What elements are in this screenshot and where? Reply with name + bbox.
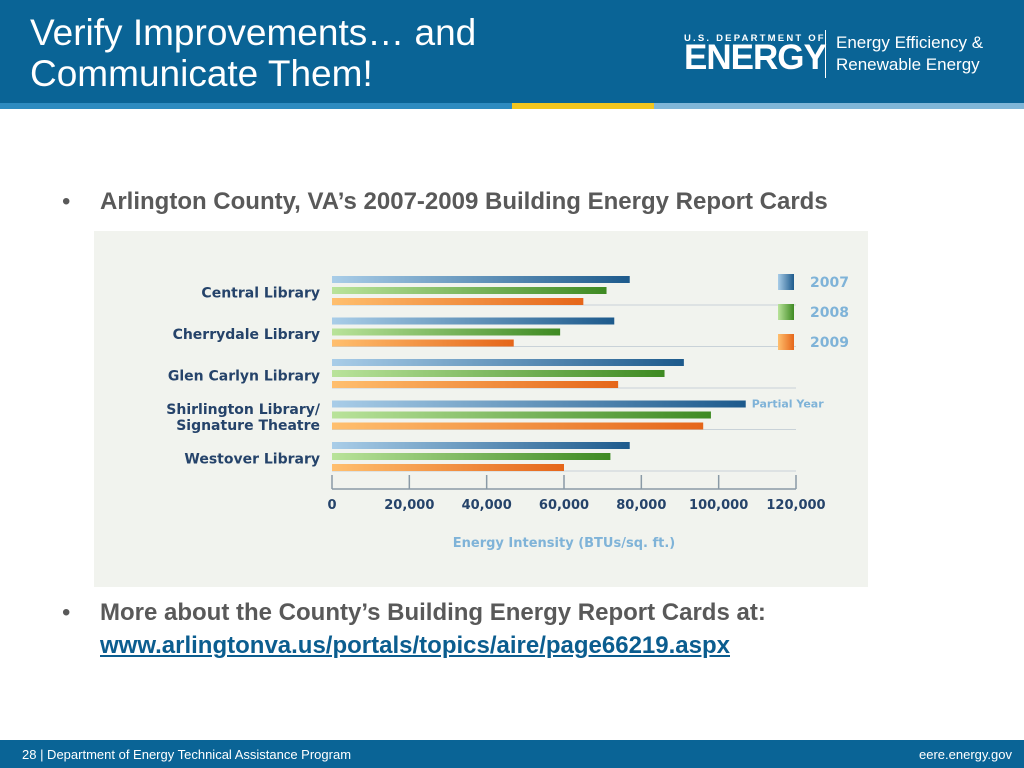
- bar-2007: [332, 442, 630, 449]
- bar-2009: [332, 422, 704, 430]
- x-tick-label: 20,000: [384, 498, 434, 513]
- bullet-report-cards: • Arlington County, VA’s 2007-2009 Build…: [62, 185, 982, 219]
- category-label: Westover Library: [184, 452, 320, 468]
- bar-2007: [332, 276, 630, 283]
- doe-logo-wordmark: ENERGY: [684, 38, 827, 77]
- bar-2009: [332, 298, 584, 305]
- bullet-more-info: • More about the County’s Building Energ…: [62, 596, 982, 666]
- footer-page-info: 28 | Department of Energy Technical Assi…: [22, 747, 352, 762]
- legend-swatch-2009: [778, 334, 794, 350]
- header-stripe-light: [654, 103, 1024, 109]
- bullet-text: More about the County’s Building Energy …: [100, 599, 766, 626]
- category-label: Glen Carlyn Library: [168, 369, 320, 385]
- x-tick-label: 120,000: [766, 498, 825, 513]
- x-axis-title: Energy Intensity (BTUs/sq. ft.): [453, 536, 675, 551]
- footer-bar: 28 | Department of Energy Technical Assi…: [0, 740, 1024, 768]
- x-tick-label: 40,000: [462, 498, 512, 513]
- bar-2009: [332, 381, 619, 388]
- bullet-text-block: More about the County’s Building Energy …: [100, 596, 766, 662]
- bullet-dot: •: [62, 188, 71, 215]
- category-label: Central Library: [201, 286, 320, 302]
- bar-2009: [332, 464, 564, 471]
- report-cards-link[interactable]: www.arlingtonva.us/portals/topics/aire/p…: [100, 632, 730, 659]
- bullet-text: Arlington County, VA’s 2007-2009 Buildin…: [100, 188, 828, 215]
- bar-2007: [332, 359, 684, 366]
- category-label: Shirlington Library/: [166, 402, 321, 418]
- legend-label-2008: 2008: [810, 305, 849, 321]
- legend-label-2007: 2007: [810, 275, 849, 291]
- eere-office-line-1: Energy Efficiency &: [836, 33, 984, 52]
- legend-swatch-2007: [778, 274, 794, 290]
- partial-year-annotation: Partial Year: [752, 398, 825, 411]
- x-tick-label: 80,000: [616, 498, 666, 513]
- bullet-dot: •: [62, 599, 71, 626]
- eere-office-line-2: Renewable Energy: [836, 55, 980, 74]
- slide-title: Verify Improvements… and Communicate The…: [30, 12, 550, 94]
- chart-svg: Central Library Cherrydale Library Glen Ca…: [166, 274, 849, 551]
- x-tick-label: 60,000: [539, 498, 589, 513]
- doe-logo-divider: [825, 30, 826, 78]
- header-bar: [0, 0, 1024, 103]
- bar-2007: [332, 400, 746, 408]
- x-tick-label: 0: [327, 498, 336, 513]
- doe-logo-small-text: U.S. DEPARTMENT OF: [684, 33, 826, 44]
- footer-site: eere.energy.gov: [919, 747, 1012, 762]
- bar-2008: [332, 328, 561, 336]
- bar-2008: [332, 453, 611, 460]
- bar-2008: [332, 287, 607, 294]
- category-label: Cherrydale Library: [173, 327, 320, 343]
- header-stripe-accent: [512, 103, 654, 109]
- bar-2007: [332, 317, 615, 325]
- category-label: Signature Theatre: [176, 418, 320, 434]
- legend-label-2009: 2009: [810, 335, 849, 351]
- doe-logo: U.S. DEPARTMENT OF ENERGY Energy Efficie…: [684, 30, 1004, 80]
- bar-2008: [332, 370, 665, 377]
- bar-2009: [332, 339, 514, 347]
- x-tick-label: 100,000: [689, 498, 748, 513]
- energy-intensity-chart: Central Library Cherrydale Library Glen Ca…: [94, 231, 868, 587]
- bar-2008: [332, 411, 711, 419]
- slide-title-line-1: Verify Improvements… and: [30, 12, 477, 53]
- eere-office-name: Energy Efficiency & Renewable Energy: [836, 32, 983, 76]
- legend-swatch-2008: [778, 304, 794, 320]
- slide-title-line-2: Communicate Them!: [30, 53, 373, 94]
